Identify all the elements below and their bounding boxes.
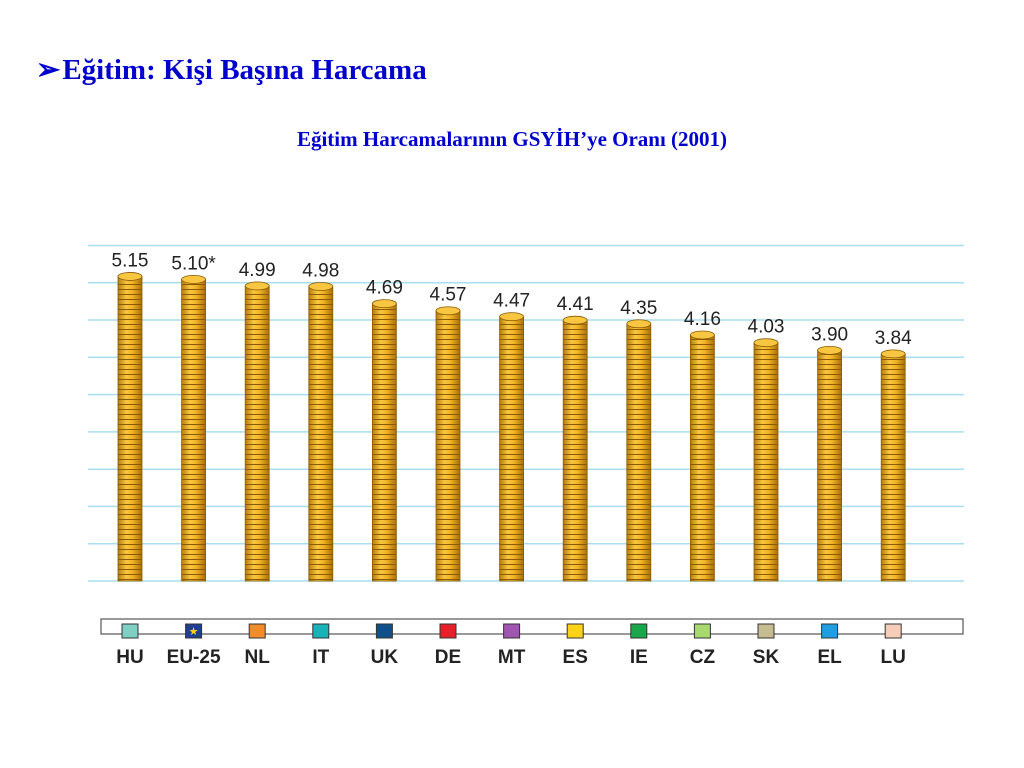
coin-top	[817, 345, 842, 355]
category-label: EL	[817, 647, 842, 668]
coin-top	[308, 282, 334, 291]
slide-title-text: Eğitim: Kişi Başına Harcama	[62, 54, 427, 86]
coin-edges	[436, 314, 460, 581]
value-label: 4.98	[302, 260, 339, 281]
value-label: 4.41	[557, 294, 594, 315]
legend-swatch-de	[439, 623, 457, 639]
coin-top	[117, 272, 143, 281]
value-label: 4.03	[748, 317, 785, 338]
slide-title: ➢Eğitim: Kişi Başına Harcama	[36, 52, 427, 87]
category-label: HU	[116, 647, 143, 668]
coin-stack-bar-de	[435, 306, 461, 582]
legend-swatch-mt	[503, 623, 521, 639]
legend-swatch-uk	[375, 623, 393, 639]
chart-title: Eğitim Harcamalarının GSYİH’ye Oranı (20…	[296, 127, 728, 151]
category-label: SK	[753, 647, 780, 668]
coin-top	[626, 319, 652, 329]
arrow-bullet-icon: ➢	[36, 54, 61, 86]
value-label: 4.69	[366, 278, 403, 299]
eu-star-icon: ★	[189, 625, 199, 638]
coin-edges	[881, 357, 906, 581]
category-label: EU-25	[167, 647, 221, 668]
value-label: 3.84	[875, 328, 912, 349]
legend-swatch-nl	[248, 623, 266, 639]
legend-swatch-ie	[630, 623, 648, 639]
coin-edges	[499, 320, 524, 581]
coin-stack-bar-it	[308, 282, 334, 582]
coin-stack-bar-nl	[244, 281, 270, 582]
category-label: UK	[371, 647, 399, 668]
legend-swatch-hu	[121, 623, 139, 639]
value-label: 4.35	[620, 298, 657, 319]
coin-edges	[181, 283, 206, 581]
coin-stack-bar-mt	[499, 312, 525, 582]
category-label: ES	[563, 647, 588, 668]
coin-stack-bar-ie	[626, 319, 652, 582]
category-label: CZ	[690, 647, 716, 668]
coin-stack-bar-lu	[880, 349, 906, 582]
coin-top	[562, 315, 588, 325]
legend-swatch-el	[821, 623, 839, 639]
coin-top	[371, 299, 397, 309]
value-label: 3.90	[811, 324, 848, 345]
coin-stack-bar-sk	[753, 338, 779, 582]
coin-edges	[245, 289, 270, 581]
coin-edges	[563, 324, 588, 581]
legend-swatch-lu	[884, 623, 902, 639]
coin-top	[880, 349, 906, 359]
coin-top	[181, 274, 207, 284]
value-label: 5.10*	[171, 253, 216, 274]
coin-stack-bar-cz	[690, 330, 715, 582]
legend-swatch-sk	[757, 623, 775, 639]
coin-stack-bar-el	[817, 345, 842, 582]
coin-top	[435, 306, 461, 316]
value-label: 4.47	[493, 291, 530, 312]
value-label: 4.57	[430, 285, 467, 306]
coin-edges	[626, 327, 651, 581]
category-label: IE	[630, 647, 648, 668]
legend-swatch-eu-25	[185, 623, 203, 639]
category-label: NL	[245, 647, 271, 668]
coin-edges	[372, 307, 397, 581]
value-label: 4.16	[684, 309, 721, 330]
legend-swatch-cz	[693, 623, 711, 639]
coin-edges	[690, 338, 715, 581]
coin-top	[499, 312, 525, 322]
coin-edges	[754, 346, 778, 581]
coin-top	[690, 330, 715, 340]
value-label: 4.99	[239, 260, 276, 281]
coin-edges	[308, 290, 333, 581]
coin-edges	[817, 354, 842, 581]
category-label: DE	[435, 647, 461, 668]
value-label: 5.15	[112, 250, 149, 271]
category-label: MT	[498, 647, 526, 668]
coin-stack-bar-uk	[371, 299, 397, 582]
coin-edges	[118, 280, 142, 581]
coin-top	[753, 338, 779, 348]
legend-swatch-it	[312, 623, 330, 639]
coin-stack-bar-es	[562, 315, 588, 582]
coin-stack-bar-eu-25	[181, 274, 207, 582]
legend-swatch-es	[566, 623, 584, 639]
category-label: IT	[312, 647, 329, 668]
category-label: LU	[881, 647, 906, 668]
coin-stack-bar-hu	[117, 272, 143, 582]
coin-top	[244, 281, 270, 291]
